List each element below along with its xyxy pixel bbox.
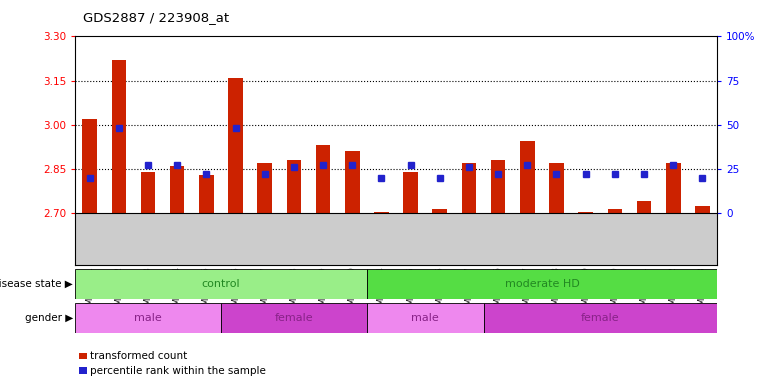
Text: female: female bbox=[581, 313, 620, 323]
Bar bbox=[83, 119, 97, 213]
Text: male: male bbox=[411, 313, 439, 323]
Bar bbox=[75, 269, 367, 299]
Text: GDS2887 / 223908_at: GDS2887 / 223908_at bbox=[83, 11, 229, 24]
Text: transformed count: transformed count bbox=[90, 351, 188, 361]
Bar bbox=[316, 146, 330, 213]
Text: male: male bbox=[134, 313, 162, 323]
Bar bbox=[228, 78, 243, 213]
Bar bbox=[141, 172, 155, 213]
Bar bbox=[491, 160, 506, 213]
Bar bbox=[345, 151, 359, 213]
Bar bbox=[578, 212, 593, 213]
Bar bbox=[462, 163, 476, 213]
Text: gender ▶: gender ▶ bbox=[25, 313, 73, 323]
Bar bbox=[404, 172, 418, 213]
Bar bbox=[483, 303, 717, 333]
Bar bbox=[75, 303, 221, 333]
Bar bbox=[286, 160, 301, 213]
Bar bbox=[666, 163, 680, 213]
Bar bbox=[374, 212, 388, 213]
Text: percentile rank within the sample: percentile rank within the sample bbox=[90, 366, 267, 376]
Bar bbox=[695, 206, 709, 213]
Bar bbox=[367, 269, 717, 299]
Bar bbox=[199, 175, 214, 213]
Bar bbox=[367, 303, 483, 333]
Text: female: female bbox=[274, 313, 313, 323]
Bar bbox=[112, 60, 126, 213]
Bar bbox=[221, 303, 367, 333]
Text: control: control bbox=[201, 279, 241, 289]
Text: disease state ▶: disease state ▶ bbox=[0, 279, 73, 289]
Text: moderate HD: moderate HD bbox=[505, 279, 579, 289]
Bar bbox=[433, 209, 447, 213]
Bar bbox=[170, 166, 185, 213]
Bar bbox=[549, 163, 564, 213]
Bar bbox=[607, 209, 622, 213]
Bar bbox=[520, 141, 535, 213]
Bar bbox=[257, 163, 272, 213]
Bar bbox=[637, 201, 651, 213]
